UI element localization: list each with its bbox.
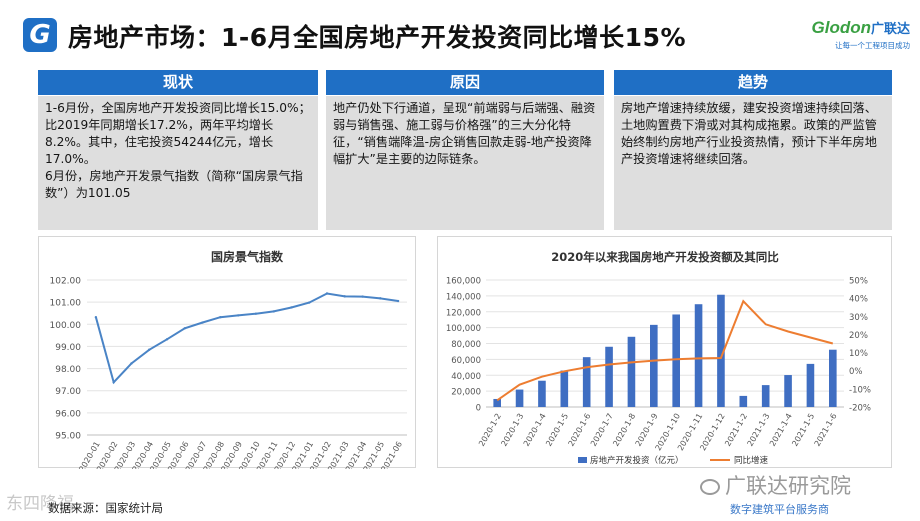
- y-left-tick-label: 120,000: [446, 308, 481, 318]
- brand-name-cn: 广联达: [870, 21, 910, 36]
- y-left-tick-label: 60,000: [451, 356, 481, 366]
- bar-investment: [627, 336, 636, 407]
- data-point: [183, 327, 186, 330]
- data-point: [396, 299, 400, 303]
- housing-climate-index-panel: 国房景气指数 95.00 96.00 97.00 98.00 99.00 100.00 101…: [38, 236, 416, 469]
- y-left-tick-label: 20,000: [451, 388, 481, 398]
- data-point: [361, 295, 364, 298]
- data-point: [290, 306, 293, 309]
- y-right-tick-label: 20%: [849, 331, 868, 341]
- y-tick-label: 100.00: [50, 321, 82, 331]
- y-left-tick-label: 80,000: [451, 340, 481, 350]
- brand-name-latin: Glodon: [811, 18, 871, 37]
- y-tick-label: 99.00: [55, 343, 81, 353]
- brand-logo: Glodon广联达 让每一个工程项目成功: [812, 18, 911, 51]
- data-point: [236, 314, 240, 317]
- data-point: [219, 316, 222, 319]
- status-column-body: 1-6月份，全国房地产开发投资同比增长15.0%；比2019年同期增长17.2%…: [38, 96, 318, 230]
- bar-investment: [761, 385, 770, 407]
- bar-investment: [784, 375, 792, 407]
- data-point: [94, 316, 98, 319]
- series-line-yoy-growth: [496, 299, 834, 402]
- x-tick-label: 2021-1-6: [813, 412, 839, 448]
- data-point: [308, 301, 311, 304]
- watermark-right: 广联达研究院 数字建筑平台服务商: [700, 470, 851, 517]
- y-tick-label: 102.00: [50, 277, 82, 287]
- bar-investment: [538, 380, 546, 407]
- y-left-tick-label: 40,000: [451, 372, 481, 382]
- status-paragraph: 1-6月份，全国房地产开发投资同比增长15.0%；比2019年同期增长17.2%…: [45, 101, 311, 166]
- y-right-tick-label: 30%: [849, 313, 868, 323]
- data-point: [201, 321, 204, 324]
- bar-investment: [672, 314, 680, 407]
- trend-column-heading: 趋势: [614, 70, 892, 95]
- y-left-tick-label: 100,000: [446, 324, 481, 334]
- chart-title: 国房景气指数: [211, 249, 284, 264]
- bar-investment: [605, 346, 613, 407]
- glodon-logo-icon: G: [23, 18, 57, 52]
- y-tick-label: 101.00: [50, 299, 82, 309]
- y-left-tick-label: 140,000: [446, 292, 481, 302]
- data-source-note: 数据来源：国家统计局: [48, 501, 163, 515]
- y-right-tick-label: 40%: [849, 295, 868, 305]
- legend-label: 房地产开发投资（亿元）: [590, 455, 684, 466]
- y-left-tick-label: 0: [476, 404, 481, 414]
- data-point: [130, 362, 133, 365]
- y-right-tick-label: -20%: [849, 404, 871, 414]
- wechat-icon: [700, 479, 720, 495]
- chart-title: 2020年以来我国房地产开发投资额及其同比: [551, 250, 779, 264]
- y-right-tick-label: -10%: [849, 385, 871, 395]
- bar-investment: [493, 398, 501, 407]
- bar-investment: [650, 324, 658, 407]
- y-right-tick-label: 50%: [849, 277, 868, 287]
- y-tick-label: 95.00: [55, 432, 81, 442]
- data-point: [379, 297, 382, 300]
- bar-investment: [829, 349, 837, 407]
- legend-swatch-bar: [578, 457, 587, 463]
- brand-slogan: 让每一个工程项目成功: [835, 41, 910, 50]
- reason-column-heading: 原因: [326, 70, 604, 95]
- bar-investment: [515, 389, 524, 407]
- y-tick-label: 96.00: [55, 409, 81, 419]
- series-line-housing-index: [94, 292, 399, 385]
- data-point: [325, 292, 329, 295]
- status-column-heading: 现状: [38, 70, 318, 95]
- reason-column-body: 地产仍处下行通道，呈现“前端弱与后端强、融资弱与销售强、施工弱与价格强”的三大分…: [326, 96, 604, 230]
- data-point: [112, 381, 115, 384]
- reason-paragraph: 地产仍处下行通道，呈现“前端弱与后端强、融资弱与销售强、施工弱与价格强”的三大分…: [333, 101, 596, 166]
- y-tick-label: 98.00: [55, 365, 81, 375]
- page-title: 房地产市场：1-6月全国房地产开发投资同比增长15%: [68, 23, 687, 52]
- bar-investment: [806, 363, 815, 407]
- watermark-right-sub: 数字建筑平台服务商: [730, 503, 829, 516]
- legend-label: 同比增速: [734, 455, 769, 466]
- trend-column-body: 房地产增速持续放缓，建安投资增速持续回落、土地购置费下滑或对其构成拖累。政策的严…: [614, 96, 892, 230]
- bar-investment: [739, 395, 748, 407]
- bar-investment: [560, 370, 569, 407]
- y-tick-label: 97.00: [55, 387, 81, 397]
- y-right-tick-label: 0%: [849, 367, 863, 377]
- data-point: [254, 312, 258, 315]
- status-paragraph: 6月份，房地产开发景气指数（简称“国房景气指数”）为101.05: [45, 169, 303, 200]
- data-point: [343, 295, 346, 298]
- trend-paragraph: 房地产增速持续放缓，建安投资增速持续回落、土地购置费下滑或对其构成拖累。政策的严…: [621, 101, 877, 166]
- y-right-tick-label: 10%: [849, 349, 868, 359]
- y-left-tick-label: 160,000: [446, 277, 481, 287]
- data-point: [272, 310, 275, 313]
- investment-chart-panel: 2020年以来我国房地产开发投资额及其同比 0 20,000 40,000 60,000…: [437, 236, 892, 468]
- investment-chart: 2020年以来我国房地产开发投资额及其同比 0 20,000 40,000 60,000…: [446, 250, 871, 466]
- bar-investment: [582, 357, 591, 407]
- bar-investment: [717, 294, 725, 407]
- bar-investment: [694, 304, 703, 407]
- watermark-left: 东四降福: [6, 494, 74, 514]
- data-point: [165, 338, 169, 341]
- housing-climate-index-chart: 国房景气指数 95.00 96.00 97.00 98.00 99.00 100.00 101…: [50, 249, 407, 469]
- watermark-right-label: 广联达研究院: [725, 474, 851, 498]
- data-point: [148, 348, 151, 351]
